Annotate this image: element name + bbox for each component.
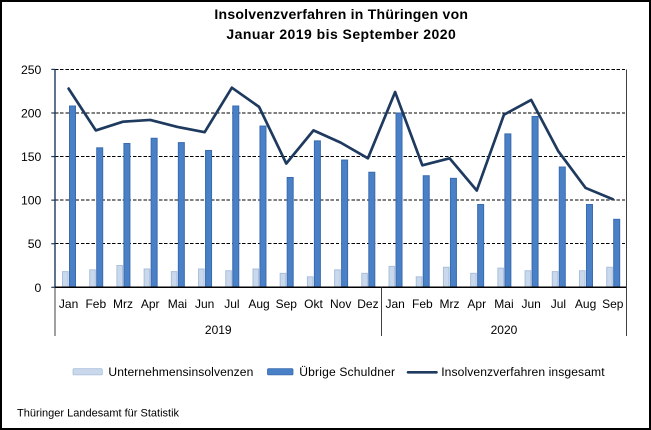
svg-text:Insolvenzverfahren in Thüringe: Insolvenzverfahren in Thüringen von bbox=[214, 6, 468, 22]
svg-text:100: 100 bbox=[21, 194, 42, 208]
svg-text:2019: 2019 bbox=[205, 323, 232, 337]
svg-text:Mai: Mai bbox=[168, 297, 187, 311]
svg-text:Apr: Apr bbox=[141, 297, 160, 311]
svg-text:Feb: Feb bbox=[412, 297, 433, 311]
svg-text:Feb: Feb bbox=[85, 297, 106, 311]
svg-text:Insolvenzverfahren insgesamt: Insolvenzverfahren insgesamt bbox=[441, 365, 605, 379]
svg-text:Sep: Sep bbox=[602, 297, 624, 311]
svg-text:Jan: Jan bbox=[59, 297, 78, 311]
svg-text:250: 250 bbox=[21, 63, 42, 77]
svg-text:Mrz: Mrz bbox=[113, 297, 133, 311]
svg-text:Übrige Schuldner: Übrige Schuldner bbox=[299, 365, 395, 379]
svg-text:Dez: Dez bbox=[357, 297, 378, 311]
svg-text:Unternehmensinsolvenzen: Unternehmensinsolvenzen bbox=[108, 365, 253, 379]
svg-text:Aug: Aug bbox=[575, 297, 596, 311]
svg-text:Mrz: Mrz bbox=[440, 297, 460, 311]
svg-text:Thüringer Landesamt für Statis: Thüringer Landesamt für Statistik bbox=[17, 408, 180, 420]
svg-text:Sep: Sep bbox=[276, 297, 298, 311]
svg-text:Nov: Nov bbox=[330, 297, 351, 311]
svg-text:Jul: Jul bbox=[551, 297, 566, 311]
svg-text:Aug: Aug bbox=[248, 297, 269, 311]
svg-text:Jun: Jun bbox=[521, 297, 540, 311]
svg-text:Okt: Okt bbox=[304, 297, 323, 311]
svg-text:Apr: Apr bbox=[467, 297, 486, 311]
svg-text:Jun: Jun bbox=[195, 297, 214, 311]
svg-text:2020: 2020 bbox=[491, 323, 518, 337]
svg-text:Jan: Jan bbox=[385, 297, 404, 311]
svg-text:200: 200 bbox=[21, 106, 42, 120]
svg-text:Mai: Mai bbox=[494, 297, 513, 311]
svg-text:0: 0 bbox=[35, 281, 42, 295]
svg-text:150: 150 bbox=[21, 150, 42, 164]
svg-text:Januar 2019 bis September 2020: Januar 2019 bis September 2020 bbox=[226, 26, 456, 42]
svg-text:50: 50 bbox=[28, 237, 42, 251]
svg-text:Jul: Jul bbox=[224, 297, 239, 311]
